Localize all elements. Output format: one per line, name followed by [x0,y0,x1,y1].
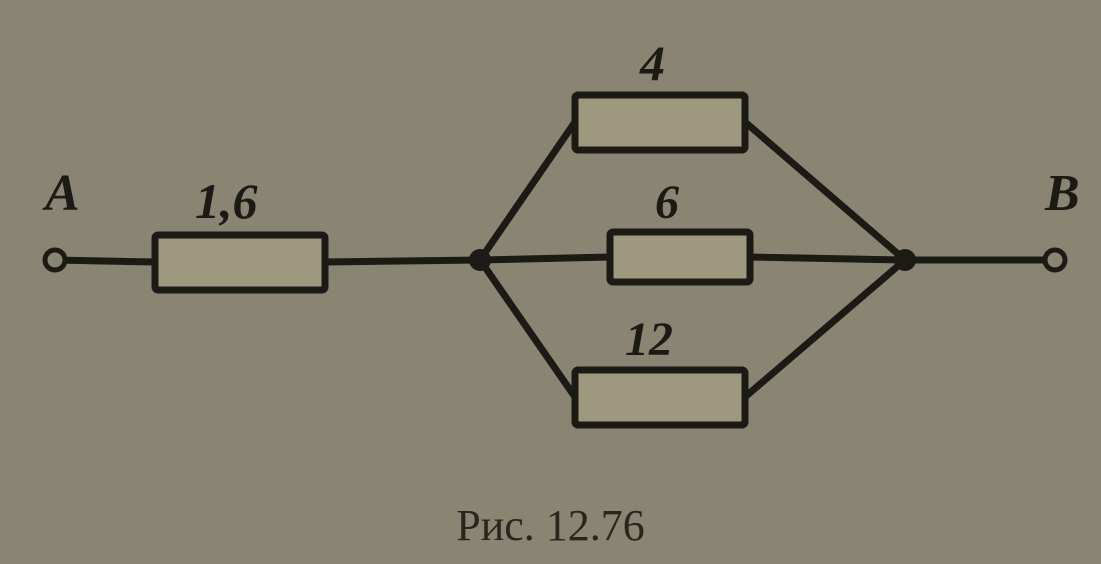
resistor-R2 [575,95,745,150]
resistor-label-R3: 6 [655,176,679,229]
node-N2 [894,249,916,271]
resistor-label-R4: 12 [625,313,673,366]
resistor-label-R1: 1,6 [195,173,258,229]
wire-R3-out [750,257,905,260]
wire-R1-in [55,260,155,262]
figure-caption: Рис. 12.76 [0,500,1101,551]
circuit-diagram: 1,6 4 6 12 A B [0,0,1101,564]
terminal-b-ring [1045,250,1065,270]
resistor-R1 [155,235,325,290]
terminal-label-b: B [1044,165,1080,222]
terminal-label-a: A [42,165,80,222]
wire-R1-out [325,260,480,262]
node-N1 [469,249,491,271]
resistor-label-R2: 4 [639,35,665,91]
resistor-R3 [610,232,750,282]
terminal-a-ring [45,250,65,270]
wire-R3-in [480,257,610,260]
resistor-R4 [575,370,745,425]
